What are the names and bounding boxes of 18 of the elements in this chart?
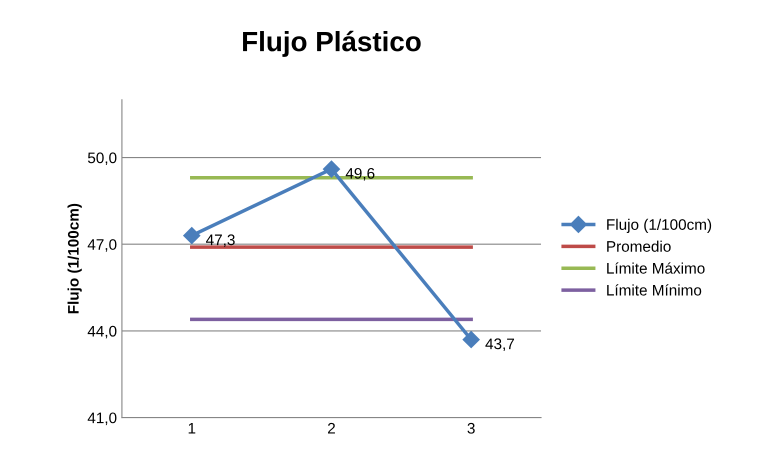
y-axis-title: Flujo (1/100cm): [68, 204, 82, 314]
x-tick-label: 1: [188, 423, 196, 434]
point: [462, 331, 480, 348]
legend-label: Límite Mínimo: [607, 284, 702, 296]
y-tick-label: 47,0: [88, 239, 116, 252]
legend-label: Flujo (1/100cm): [607, 218, 712, 233]
y-tick-label: 41,0: [88, 412, 116, 426]
point: [183, 227, 200, 244]
chart-title: Flujo Plástico: [243, 30, 421, 57]
x-tick-label: 3: [468, 422, 475, 434]
legend-label: Promedio: [607, 240, 671, 252]
legend-label: Límite Máximo: [607, 262, 705, 274]
y-tick-label: 44,0: [88, 326, 116, 338]
y-tick-label: 50,0: [88, 152, 116, 166]
data-label: 47,3: [206, 234, 235, 248]
x-tick-label: 2: [328, 422, 335, 434]
data-label: 43,7: [485, 338, 514, 352]
point: [322, 160, 340, 178]
